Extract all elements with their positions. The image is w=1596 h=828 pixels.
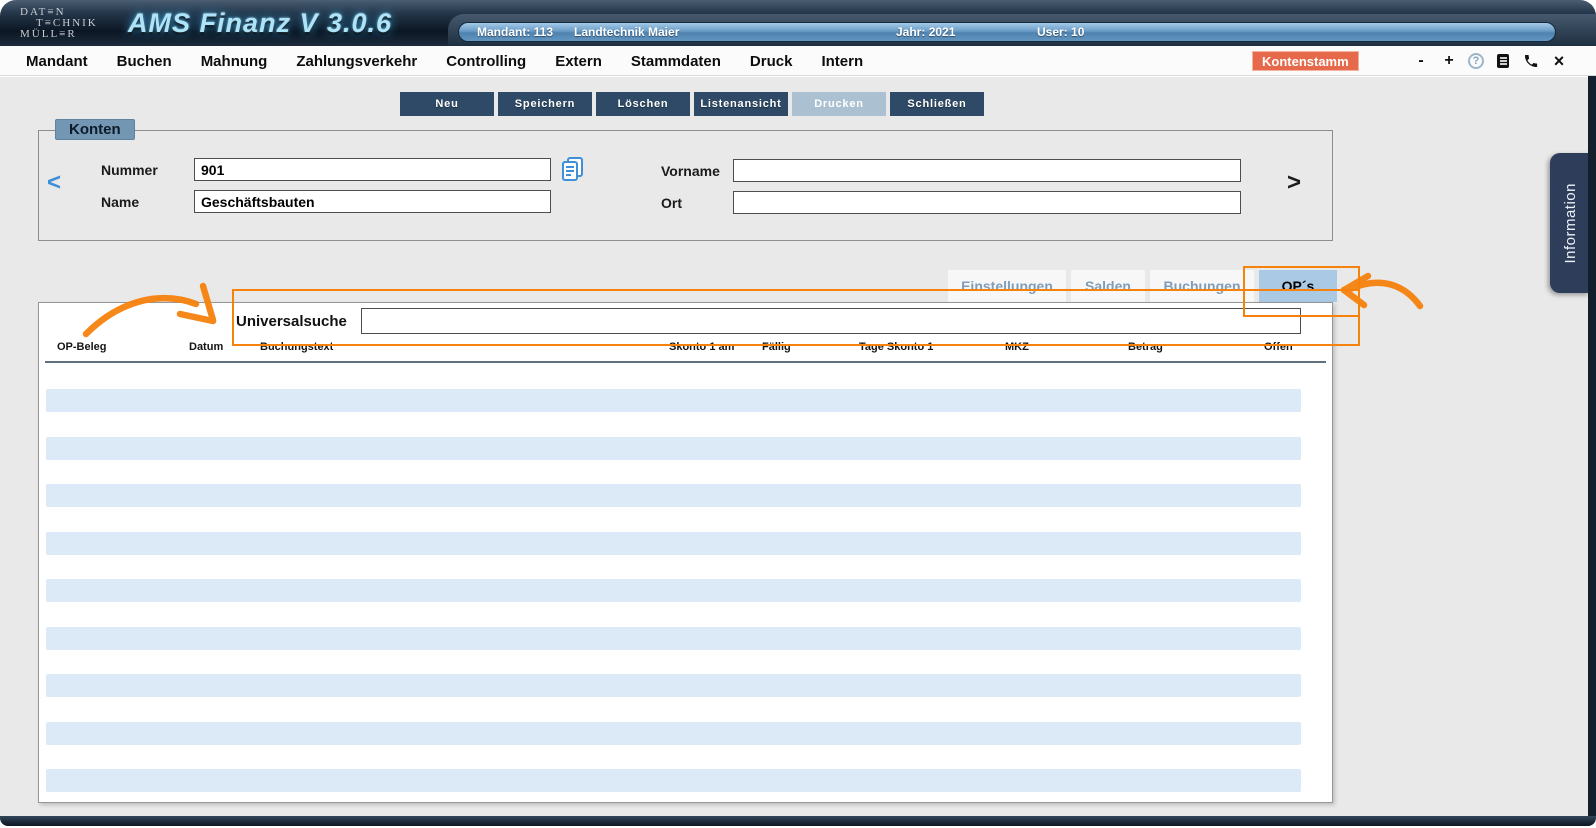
window-right-edge	[1588, 46, 1596, 818]
close-icon[interactable]: ×	[1553, 50, 1565, 71]
tab-buchungen[interactable]: Buchungen	[1150, 270, 1254, 302]
column-buchungstext: Buchungstext	[260, 341, 334, 353]
column-skonto-1-am: Skonto 1 am	[669, 341, 735, 353]
previous-record-chevron[interactable]: <	[47, 169, 62, 196]
menu-mahnung[interactable]: Mahnung	[200, 52, 268, 70]
universalsuche-input[interactable]	[361, 308, 1301, 334]
phone-icon[interactable]	[1522, 52, 1540, 70]
logo-line: MÜLL≡R	[20, 28, 77, 40]
help-icon[interactable]: ?	[1468, 53, 1484, 69]
datentechnik-mueller-logo: DAT≡N T≡CHNIK MÜLL≡R	[20, 7, 98, 40]
notebook-icon[interactable]	[1494, 52, 1512, 70]
name-label: Name	[101, 194, 140, 210]
logo-line: DAT≡N	[20, 6, 66, 18]
vorname-label: Vorname	[661, 163, 720, 179]
menu-stammdaten[interactable]: Stammdaten	[630, 52, 721, 70]
year-status: Jahr: 2021	[896, 23, 955, 41]
minimize-icon[interactable]: -	[1418, 52, 1424, 69]
op-table-header: OP-Beleg Datum Buchungstext Skonto 1 am …	[39, 341, 1332, 359]
year-value: 2021	[928, 25, 956, 39]
konten-legend: Konten	[55, 119, 135, 140]
toolbar: Neu Speichern Löschen Listenansicht Druc…	[400, 92, 984, 116]
menu-mandant[interactable]: Mandant	[26, 52, 88, 70]
table-row	[46, 436, 1301, 460]
table-row	[46, 721, 1301, 745]
year-label: Jahr:	[896, 25, 926, 39]
information-side-tab[interactable]: Information	[1550, 153, 1590, 293]
user-status: User: 10	[1037, 23, 1084, 41]
kontenstamm-badge: Kontenstamm	[1252, 51, 1359, 71]
table-row	[46, 531, 1301, 555]
detail-tabstrip: Einstellungen Salden Buchungen OP´s	[948, 270, 1337, 302]
column-offen: Offen	[1264, 341, 1293, 353]
speichern-button[interactable]: Speichern	[498, 92, 592, 116]
drucken-button[interactable]: Drucken	[792, 92, 886, 116]
information-side-tab-label: Information	[1561, 182, 1579, 264]
app-title: AMS Finanz V 3.0.6	[128, 8, 393, 38]
menu-intern[interactable]: Intern	[821, 52, 864, 70]
ort-field[interactable]	[733, 191, 1241, 214]
ort-label: Ort	[661, 195, 682, 211]
status-notch: Mandant: 113 Landtechnik Maier Jahr: 202…	[448, 14, 1596, 46]
logo-line: T≡CHNIK	[36, 17, 98, 29]
loeschen-button[interactable]: Löschen	[596, 92, 690, 116]
listenansicht-button[interactable]: Listenansicht	[694, 92, 788, 116]
menu-extern[interactable]: Extern	[555, 52, 602, 70]
status-pill: Mandant: 113 Landtechnik Maier Jahr: 202…	[458, 22, 1556, 42]
column-tage-skonto-1: Tage Skonto 1	[859, 341, 934, 353]
table-row	[46, 626, 1301, 650]
column-mkz: MKZ	[1005, 341, 1029, 353]
next-record-chevron[interactable]: >	[1287, 169, 1302, 196]
neu-button[interactable]: Neu	[400, 92, 494, 116]
column-op-beleg: OP-Beleg	[57, 341, 107, 353]
header-divider	[45, 361, 1326, 363]
maximize-icon[interactable]: +	[1444, 52, 1454, 69]
vorname-field[interactable]	[733, 159, 1241, 182]
table-row	[46, 484, 1301, 507]
universalsuche-label: Universalsuche	[236, 313, 347, 330]
table-row	[46, 674, 1301, 697]
menu-controlling[interactable]: Controlling	[446, 52, 527, 70]
mandant-label: Mandant:	[477, 25, 531, 39]
nummer-field[interactable]	[194, 158, 551, 181]
table-row	[46, 579, 1301, 602]
mandant-value: 113	[533, 25, 554, 39]
column-faellig: Fällig	[762, 341, 791, 353]
schliessen-button[interactable]: Schließen	[890, 92, 984, 116]
workspace-background: Neu Speichern Löschen Listenansicht Druc…	[0, 77, 1596, 816]
window-controls: - + ? ×	[1412, 46, 1568, 76]
konten-fieldset: Konten < > Nummer Name Vorname Ort	[38, 119, 1333, 241]
column-datum: Datum	[189, 341, 224, 353]
table-row	[46, 769, 1301, 792]
mandant-status: Mandant: 113	[477, 23, 553, 41]
name-field[interactable]	[194, 190, 551, 213]
user-label: User:	[1037, 25, 1068, 39]
tab-ops[interactable]: OP´s	[1259, 270, 1337, 302]
menu-items: Mandant Buchen Mahnung Zahlungsverkehr C…	[26, 46, 863, 76]
tab-einstellungen[interactable]: Einstellungen	[948, 270, 1066, 302]
user-value: 10	[1071, 25, 1085, 39]
op-list-panel: Universalsuche OP-Beleg Datum Buchungste…	[38, 302, 1333, 803]
menu-bar: Mandant Buchen Mahnung Zahlungsverkehr C…	[0, 46, 1596, 76]
copy-record-icon[interactable]	[559, 155, 587, 183]
menu-buchen[interactable]: Buchen	[116, 52, 172, 70]
column-betrag: Betrag	[1128, 341, 1163, 353]
empty-row-stripes	[46, 389, 1301, 817]
nummer-label: Nummer	[101, 162, 158, 178]
title-bar: DAT≡N T≡CHNIK MÜLL≡R AMS Finanz V 3.0.6 …	[0, 0, 1596, 46]
window-bottom-edge	[0, 816, 1596, 826]
menu-zahlungsverkehr[interactable]: Zahlungsverkehr	[296, 52, 418, 70]
table-row	[46, 389, 1301, 412]
client-name: Landtechnik Maier	[574, 25, 680, 39]
menu-druck[interactable]: Druck	[749, 52, 793, 70]
tab-salden[interactable]: Salden	[1071, 270, 1145, 302]
